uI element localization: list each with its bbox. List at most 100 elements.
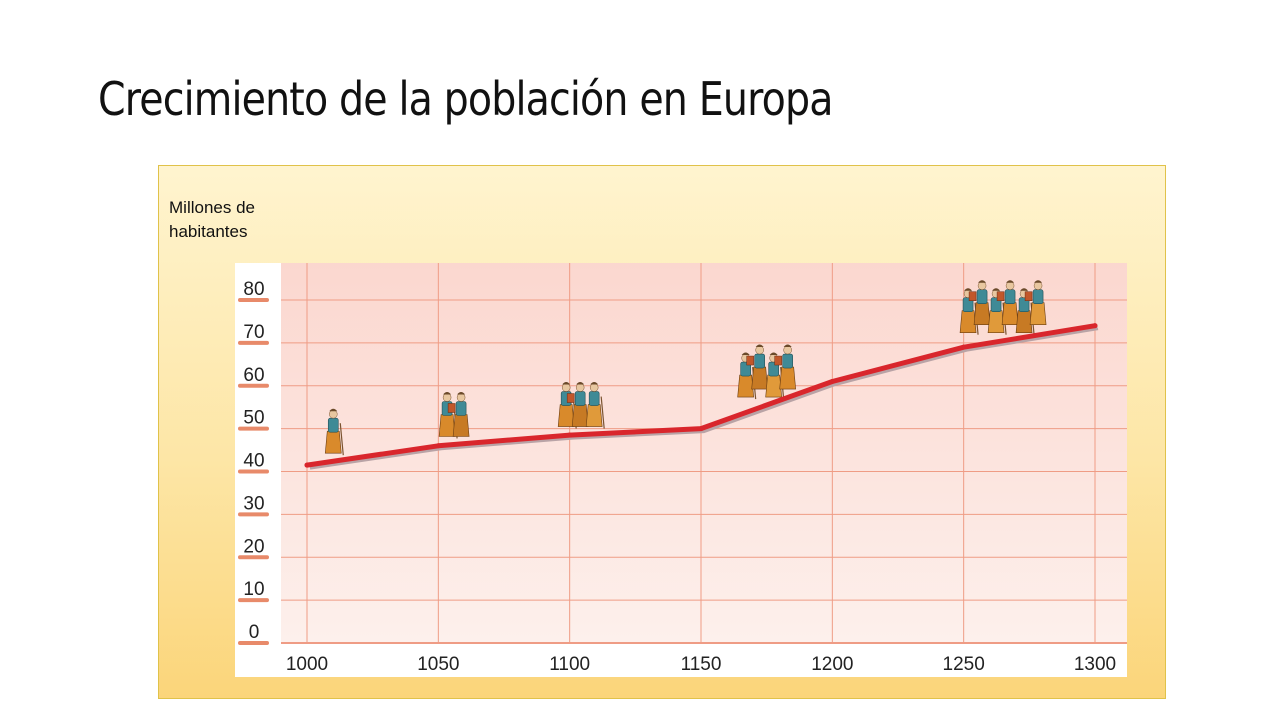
person-hat bbox=[755, 344, 764, 348]
data-point-1300 bbox=[1092, 323, 1098, 329]
person-hat bbox=[329, 408, 338, 412]
x-tick-label-1150: 1150 bbox=[681, 654, 722, 675]
person-skirt bbox=[737, 374, 754, 398]
person-head bbox=[783, 345, 792, 355]
data-point-1200 bbox=[829, 378, 835, 384]
x-tick-label-1100: 1100 bbox=[549, 654, 590, 675]
person-bundle bbox=[566, 393, 575, 403]
data-point-1000 bbox=[304, 462, 310, 468]
person-head bbox=[561, 383, 571, 392]
x-tick-label-1250: 1250 bbox=[943, 654, 985, 675]
person-skirt bbox=[1001, 302, 1019, 326]
person-bundle bbox=[447, 403, 456, 413]
person-hat bbox=[741, 352, 750, 356]
person-head bbox=[456, 393, 466, 402]
person-head bbox=[1033, 281, 1043, 290]
person-head bbox=[755, 345, 764, 355]
person-hat bbox=[590, 382, 599, 385]
person-body bbox=[1004, 289, 1016, 305]
person-skirt bbox=[452, 414, 470, 437]
y-tick-label-70: 70 bbox=[243, 322, 264, 343]
data-series bbox=[304, 323, 1099, 470]
person-hat bbox=[783, 344, 792, 348]
slide-title: Crecimiento de la población en Europa bbox=[98, 72, 833, 126]
person-head bbox=[329, 409, 338, 419]
y-tick-label-60: 60 bbox=[243, 365, 264, 386]
person-bundle bbox=[996, 291, 1005, 301]
y-tick-label-20: 20 bbox=[243, 536, 264, 557]
person-head bbox=[1005, 281, 1015, 290]
person-skirt bbox=[557, 404, 575, 427]
person-hat bbox=[457, 391, 466, 395]
person-figure bbox=[959, 288, 979, 335]
x-ticks: 1000 1050 1100 1150 1200 1250 1300 bbox=[286, 654, 1116, 675]
person-body bbox=[574, 391, 586, 406]
person-hat bbox=[576, 382, 585, 385]
x-tick-label-1050: 1050 bbox=[417, 654, 459, 675]
person-skirt bbox=[585, 404, 603, 427]
person-body bbox=[976, 289, 988, 305]
x-tick-label-1200: 1200 bbox=[811, 654, 853, 675]
person-body bbox=[782, 353, 793, 369]
person-head bbox=[589, 383, 599, 392]
person-body bbox=[455, 401, 467, 416]
person-hat bbox=[1020, 288, 1029, 291]
data-point-1150 bbox=[698, 426, 704, 432]
person-skirt bbox=[987, 310, 1005, 334]
person-staff bbox=[339, 423, 344, 456]
person-figure bbox=[585, 382, 605, 429]
person-figure bbox=[566, 382, 589, 427]
person-skirt bbox=[765, 374, 782, 398]
person-head bbox=[442, 393, 452, 402]
y-tick-label-50: 50 bbox=[243, 408, 264, 429]
person-hat bbox=[978, 280, 987, 283]
y-tick-label-30: 30 bbox=[243, 493, 264, 514]
person-figure bbox=[1024, 280, 1047, 326]
person-figure bbox=[774, 344, 796, 390]
person-bundle bbox=[774, 355, 782, 366]
y-tick-label-10: 10 bbox=[243, 579, 264, 600]
data-point-1050 bbox=[435, 443, 441, 449]
person-figure bbox=[447, 391, 470, 437]
person-body bbox=[327, 417, 339, 433]
person-figure bbox=[968, 280, 991, 326]
person-body bbox=[754, 353, 765, 369]
person-skirt bbox=[571, 404, 589, 427]
y-ticks: 0 10 20 30 40 50 60 70 80 bbox=[238, 279, 269, 645]
x-tick-label-1300: 1300 bbox=[1074, 654, 1116, 675]
person-skirt bbox=[1015, 310, 1033, 334]
person-figure bbox=[324, 408, 344, 456]
person-body bbox=[1032, 289, 1044, 305]
person-skirt bbox=[324, 430, 342, 454]
person-bundle bbox=[1024, 291, 1033, 301]
person-bundle bbox=[746, 355, 754, 366]
person-hat bbox=[769, 352, 778, 356]
data-point-1250 bbox=[961, 344, 967, 350]
person-hat bbox=[562, 382, 571, 385]
person-skirt bbox=[751, 366, 768, 390]
data-point-1100 bbox=[567, 432, 573, 438]
person-figure bbox=[996, 280, 1019, 326]
y-axis-label: Millones de habitantes bbox=[169, 198, 255, 241]
person-head bbox=[977, 281, 987, 290]
person-hat bbox=[443, 391, 452, 395]
y-tick-label-0: 0 bbox=[249, 622, 260, 643]
person-skirt bbox=[779, 366, 796, 390]
person-staff bbox=[600, 396, 605, 429]
person-hat bbox=[964, 288, 973, 291]
person-skirt bbox=[973, 302, 991, 326]
person-bundle bbox=[968, 291, 977, 301]
person-body bbox=[588, 391, 600, 406]
person-hat bbox=[1006, 280, 1015, 283]
series-line-shadow bbox=[309, 327, 1099, 470]
person-skirt bbox=[438, 414, 456, 437]
person-head bbox=[575, 383, 585, 392]
person-skirt bbox=[959, 310, 977, 334]
person-hat bbox=[1034, 280, 1043, 283]
x-tick-label-1000: 1000 bbox=[286, 654, 328, 675]
person-hat bbox=[992, 288, 1001, 291]
person-figure bbox=[746, 344, 768, 390]
y-tick-label-80: 80 bbox=[243, 279, 264, 300]
people-figures bbox=[324, 280, 1047, 456]
population-chart: 0 10 20 30 40 50 60 70 80 1000 1050 1100 1150 1200 12… bbox=[235, 263, 1127, 677]
